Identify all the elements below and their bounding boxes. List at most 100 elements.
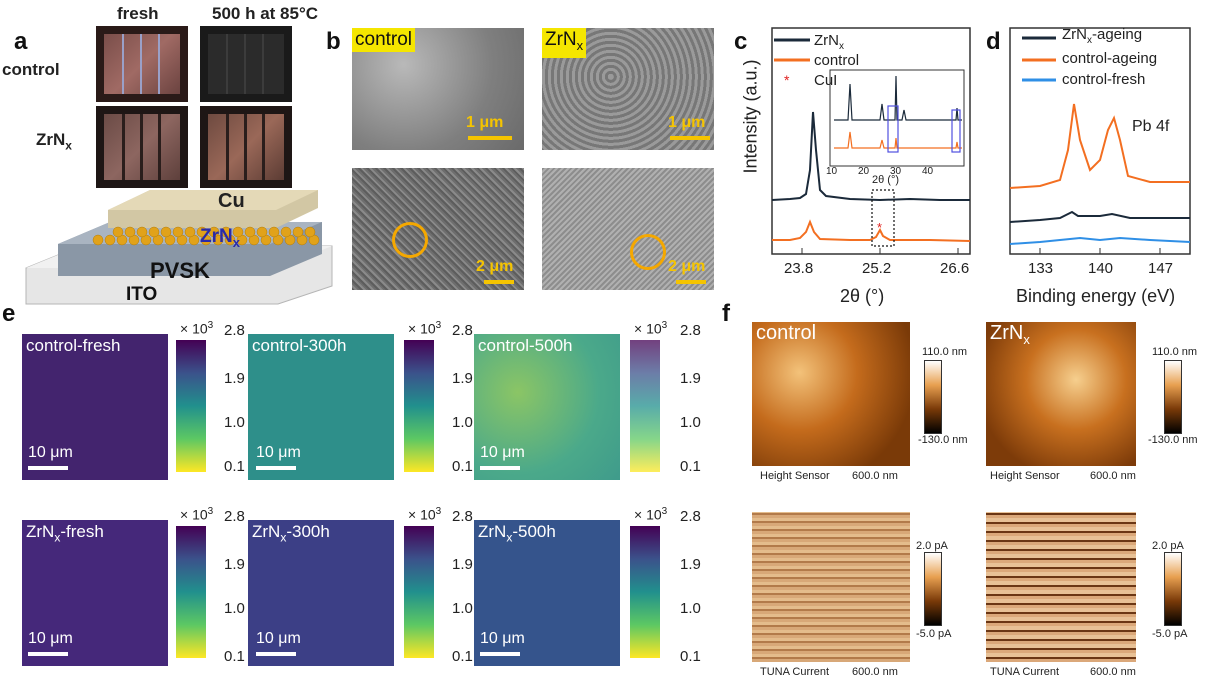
pl-map-title-5: ZrNx-300h: [252, 522, 330, 545]
pl-scale-bar-1: [28, 466, 68, 470]
pl-cb-tick: 2.8: [224, 322, 245, 339]
pl-cb-mult-4: × 103: [180, 506, 214, 523]
afm-current-max-1: 2.0 pA: [916, 540, 948, 552]
pl-cb-tick: 0.1: [452, 648, 473, 665]
xrd-inset-xtick-3: 30: [890, 166, 902, 177]
pl-cb-mult-6: × 103: [634, 506, 668, 523]
afm-tag-zrnx: ZrNx: [990, 322, 1030, 347]
afm-caption-height-2: Height Sensor: [990, 470, 1060, 482]
pl-scale-bar-5: [256, 652, 296, 656]
afm-current-control: [752, 512, 910, 662]
photo-zrnx-fresh: [96, 106, 188, 188]
pl-cb-tick: 1.9: [452, 556, 473, 573]
pl-map-zrnx-fresh: [22, 520, 168, 666]
pl-colorbar-1: [176, 340, 206, 472]
xrd-ylabel: Intensity (a.u.): [740, 59, 761, 174]
sem-zrnx-bottom: [542, 168, 714, 290]
afm-current-min-1: -5.0 pA: [916, 628, 952, 640]
afm-tag-control: control: [756, 322, 817, 344]
xrd-inset-xlabel: 2θ (°): [872, 174, 900, 186]
layer-cu-label: Cu: [218, 190, 245, 212]
xrd-inset-xtick-4: 40: [922, 166, 934, 177]
pl-cb-tick: 1.0: [452, 414, 473, 431]
pl-map-title-1: control-fresh: [26, 336, 121, 355]
panel-c-label: c: [734, 28, 748, 55]
afm-height-zrnx: [986, 322, 1136, 466]
afm-height-min-2: -130.0 nm: [1148, 434, 1198, 446]
xrd-inset-xtick-1: 10: [826, 166, 838, 177]
afm-scale-current-1: 600.0 nm: [852, 666, 898, 678]
pl-scale-bar-4: [28, 652, 68, 656]
pl-scale-bar-3: [480, 466, 520, 470]
pl-cb-tick: 0.1: [224, 458, 245, 475]
sem-scale-bar-3: [484, 280, 514, 284]
sem-scale-bar-4: [676, 280, 706, 284]
pl-scale-text-1: 10 μm: [28, 444, 73, 461]
pl-map-control-500h: [474, 334, 620, 480]
layer-ito-label: ITO: [126, 284, 158, 305]
panel-f-label: f: [722, 300, 730, 327]
pl-cb-tick: 0.1: [224, 648, 245, 665]
pl-scale-text-2: 10 μm: [256, 444, 301, 461]
panel-d-label: d: [986, 28, 1001, 55]
xrd-legend-cui: CuI: [814, 72, 838, 89]
afm-current-zrnx: [986, 512, 1136, 662]
sem-control-bottom: [352, 168, 524, 290]
photo-zrnx-aged: [200, 106, 292, 188]
afm-caption-height-1: Height Sensor: [760, 470, 830, 482]
pl-cb-tick: 1.9: [680, 370, 701, 387]
pl-map-title-6: ZrNx-500h: [478, 522, 556, 545]
svg-text:*: *: [877, 220, 882, 235]
photo-control-aged: [200, 26, 292, 102]
pl-cb-tick: 1.9: [452, 370, 473, 387]
pl-scale-text-5: 10 μm: [256, 630, 301, 647]
xrd-xlabel: 2θ (°): [840, 286, 885, 306]
pl-cb-mult-3: × 103: [634, 320, 668, 337]
pl-cb-tick: 1.0: [224, 600, 245, 617]
pl-cb-mult-1: × 103: [180, 320, 214, 337]
pl-colorbar-4: [176, 526, 206, 658]
afm-caption-current-2: TUNA Current: [990, 666, 1060, 678]
pl-cb-tick: 2.8: [452, 508, 473, 525]
pl-cb-tick: 2.8: [224, 508, 245, 525]
pl-cb-tick: 1.0: [452, 600, 473, 617]
xps-xtick-2: 140: [1088, 260, 1114, 277]
pl-cb-tick: 2.8: [452, 322, 473, 339]
pl-colorbar-5: [404, 526, 434, 658]
sem-scale-text-1: 1 μm: [466, 114, 504, 131]
sem-scale-bar-1: [468, 136, 512, 140]
afm-current-min-2: -5.0 pA: [1152, 628, 1188, 640]
afm-colorbar-height-1: [924, 360, 942, 434]
xrd-legend-zrnx: ZrNx: [814, 32, 844, 52]
pl-colorbar-2: [404, 340, 434, 472]
pl-colorbar-6: [630, 526, 660, 658]
xps-xtick-1: 133: [1028, 260, 1054, 277]
device-stack-diagram: [25, 190, 333, 305]
pl-map-zrnx-300h: [248, 520, 394, 666]
afm-caption-current-1: TUNA Current: [760, 666, 830, 678]
sem-scale-text-3: 2 μm: [476, 258, 514, 275]
pl-map-zrnx-500h: [474, 520, 620, 666]
sem-marker-circle-2: [630, 234, 666, 270]
sem-scale-bar-2: [670, 136, 710, 140]
afm-colorbar-height-2: [1164, 360, 1182, 434]
pl-scale-text-3: 10 μm: [480, 444, 525, 461]
sem-tag-control: control: [352, 28, 416, 52]
xps-xlabel: Binding energy (eV): [1016, 286, 1176, 306]
layer-pvsk-label: PVSK: [150, 258, 210, 283]
xps-legend-zrnx-ageing: ZrNx-ageing: [1062, 26, 1143, 46]
pl-colorbar-3: [630, 340, 660, 472]
pl-cb-mult-5: × 103: [408, 506, 442, 523]
pl-scale-bar-6: [480, 652, 520, 656]
pl-scale-bar-2: [256, 466, 296, 470]
afm-height-control: [752, 322, 910, 466]
sem-marker-circle-1: [392, 222, 428, 258]
afm-scale-height-2: 600.0 nm: [1090, 470, 1136, 482]
afm-height-min-1: -130.0 nm: [918, 434, 968, 446]
afm-current-max-2: 2.0 pA: [1152, 540, 1184, 552]
row-zrnx-label: ZrNx: [36, 130, 72, 153]
pl-cb-tick: 1.0: [680, 414, 701, 431]
panel-b-label: b: [326, 28, 341, 55]
pl-cb-tick: 0.1: [680, 458, 701, 475]
photo-control-fresh: [96, 26, 188, 102]
